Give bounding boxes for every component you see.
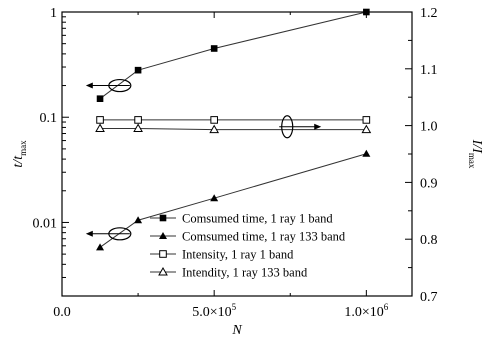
y-left-axis-title-sub: max <box>18 140 28 156</box>
data-point <box>362 116 371 124</box>
series-line <box>100 127 367 131</box>
y-right-tick-label: 1.0 <box>420 120 438 135</box>
y-right-tick-label: 0.7 <box>420 290 438 305</box>
data-point <box>361 124 372 134</box>
legend-label: Comsumed time, 1 ray 133 band <box>182 230 346 244</box>
y-left-tick-label: 0.01 <box>33 216 58 231</box>
x-tick-label: 1.0×106 <box>344 302 388 320</box>
legend-item: Comsumed time, 1 ray 1 band <box>150 212 333 226</box>
x-axis-title: N <box>231 323 242 338</box>
data-point <box>96 243 105 251</box>
y-left-axis-title: t/tmax <box>11 140 28 168</box>
series-3 <box>95 123 372 134</box>
x-tick-label-main: 5.0×10 <box>192 305 231 320</box>
legend-item: Intensity, 1 ray 1 band <box>150 248 294 262</box>
data-point <box>134 216 143 224</box>
indicator-arrow-head <box>85 230 93 237</box>
y-right-axis-title: I/Imax <box>467 139 484 169</box>
data-point <box>210 194 219 202</box>
data-point <box>209 124 220 134</box>
legend-marker <box>159 232 167 239</box>
x-tick-label-main: 1.0×10 <box>344 305 383 320</box>
series-0 <box>96 8 370 102</box>
legend-label: Intensity, 1 ray 1 band <box>182 248 294 262</box>
data-point <box>363 8 370 16</box>
data-point <box>134 66 142 74</box>
y-right-tick-label: 1.2 <box>420 6 438 21</box>
legend: Comsumed time, 1 ray 1 band Comsumed time… <box>150 212 346 280</box>
indicator-arrow-head <box>85 82 93 89</box>
y-right-axis-title-sub: max <box>467 153 477 169</box>
data-point <box>134 116 142 124</box>
legend-label: Intendity, 1 ray 133 band <box>182 266 308 280</box>
annotations <box>85 78 322 241</box>
legend-marker <box>159 214 167 222</box>
indicator-arrow-head <box>314 123 322 130</box>
legend-item: Intendity, 1 ray 133 band <box>150 266 308 280</box>
y-right-tick-label: 1.1 <box>420 63 438 78</box>
x-tick-label-exponent: 6 <box>384 302 389 312</box>
axis-indicator <box>279 115 322 139</box>
x-tick-label: 0.0 <box>53 305 71 320</box>
y-left-tick-label: 1 <box>50 6 57 21</box>
legend-marker <box>158 266 168 276</box>
y-left-axis-title-main: t/t <box>11 155 26 168</box>
axis-indicator <box>85 227 132 241</box>
x-tick-label: 5.0×105 <box>192 302 236 320</box>
legend-label: Comsumed time, 1 ray 1 band <box>182 212 333 226</box>
y-right-tick-label: 0.8 <box>420 233 438 248</box>
legend-item: Comsumed time, 1 ray 133 band <box>150 230 346 244</box>
axis-indicator <box>85 78 132 93</box>
data-point <box>210 116 218 124</box>
x-tick-label-exponent: 5 <box>232 302 237 312</box>
data-point <box>133 123 143 132</box>
legend-marker <box>159 250 167 258</box>
data-point <box>95 123 105 132</box>
data-point <box>362 149 371 157</box>
data-point <box>210 45 218 52</box>
y-left-tick-label: 0.1 <box>40 111 58 126</box>
series-2 <box>96 116 371 124</box>
x-tick-label-main: 0.0 <box>53 305 71 320</box>
y-right-axis-title-main: I/I <box>469 139 484 155</box>
axes: 0.0 5.0×105 1.0×106 1 0.1 0.01 1.2 1.1 1.0 0.9 0.8… <box>11 6 484 338</box>
data-point <box>96 116 104 124</box>
y-right-tick-label: 0.9 <box>420 176 438 191</box>
data-point <box>96 95 104 102</box>
series-line <box>99 11 367 100</box>
